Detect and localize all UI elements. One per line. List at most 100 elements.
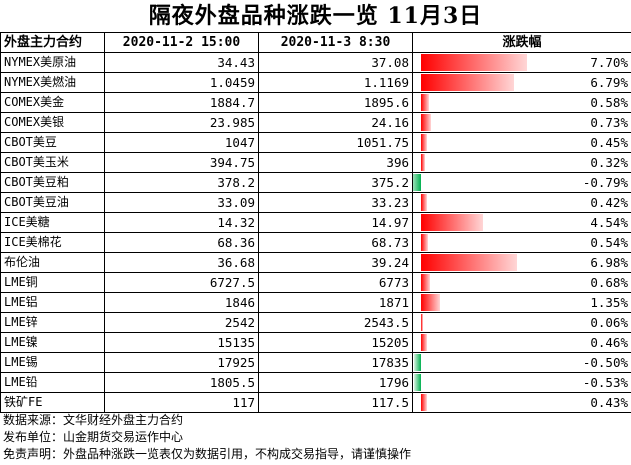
- change-cell: 7.70%: [412, 52, 631, 73]
- price-prev: 1047: [104, 132, 259, 153]
- note-disclaimer: 免责声明：外盘品种涨跌一览表仅为数据引用，不构成交易指导，请谨慎操作: [3, 447, 412, 461]
- change-bar-positive: [421, 274, 430, 291]
- price-curr: 1051.75: [258, 132, 413, 153]
- change-value: -0.50%: [582, 355, 628, 370]
- change-value: 6.79%: [590, 75, 628, 90]
- change-bar-positive: [421, 294, 440, 311]
- price-prev: 2542: [104, 312, 259, 333]
- contract-name: COMEX美银: [0, 112, 105, 133]
- price-prev: 36.68: [104, 252, 259, 273]
- change-bar-positive: [421, 314, 423, 331]
- change-bar-positive: [421, 334, 427, 351]
- change-value: 7.70%: [590, 55, 628, 70]
- price-curr: 1895.6: [258, 92, 413, 113]
- change-cell: 0.58%: [412, 92, 631, 113]
- change-value: 0.06%: [590, 315, 628, 330]
- change-value: 4.54%: [590, 215, 628, 230]
- change-bar-positive: [421, 394, 427, 411]
- change-value: 0.45%: [590, 135, 628, 150]
- price-curr: 24.16: [258, 112, 413, 133]
- contract-name: LME锌: [0, 312, 105, 333]
- price-prev: 23.985: [104, 112, 259, 133]
- change-bar-positive: [421, 134, 427, 151]
- contract-name: NYMEX美原油: [0, 52, 105, 73]
- price-prev: 394.75: [104, 152, 259, 173]
- price-prev: 1884.7: [104, 92, 259, 113]
- change-cell: 6.79%: [412, 72, 631, 93]
- price-curr: 2543.5: [258, 312, 413, 333]
- contract-name: LME铅: [0, 372, 105, 393]
- change-cell: 6.98%: [412, 252, 631, 273]
- price-curr: 17835: [258, 352, 413, 373]
- change-bar-positive: [421, 194, 427, 211]
- contract-name: 铁矿FE: [0, 392, 105, 413]
- change-cell: 0.54%: [412, 232, 631, 253]
- contract-name: CBOT美豆粕: [0, 172, 105, 193]
- note-source: 数据来源：文华财经外盘主力合约: [3, 413, 184, 427]
- table-row: CBOT美豆粕 378.2 375.2 -0.79%: [0, 172, 631, 193]
- table-row: LME镍 15135 15205 0.46%: [0, 332, 631, 353]
- col-header-change: 涨跌幅: [412, 32, 631, 53]
- change-bar-positive: [421, 54, 527, 71]
- contract-name: ICE美棉花: [0, 232, 105, 253]
- contract-name: CBOT美豆油: [0, 192, 105, 213]
- price-prev: 33.09: [104, 192, 259, 213]
- change-bar-positive: [421, 74, 514, 91]
- table-row: CBOT美豆油 33.09 33.23 0.42%: [0, 192, 631, 213]
- table-row: NYMEX美燃油 1.0459 1.1169 6.79%: [0, 72, 631, 93]
- price-curr: 39.24: [258, 252, 413, 273]
- header-row: 外盘主力合约 2020-11-2 15:00 2020-11-3 8:30 涨跌…: [0, 32, 631, 53]
- change-cell: -0.79%: [412, 172, 631, 193]
- table-row: LME锡 17925 17835 -0.50%: [0, 352, 631, 373]
- price-curr: 117.5: [258, 392, 413, 413]
- price-prev: 378.2: [104, 172, 259, 193]
- contract-name: NYMEX美燃油: [0, 72, 105, 93]
- footnotes: 数据来源：文华财经外盘主力合约 发布单位：山金期货交易运作中心 免责声明：外盘品…: [3, 412, 411, 463]
- change-value: -0.53%: [582, 375, 628, 390]
- col-header-contract: 外盘主力合约: [0, 32, 105, 53]
- price-prev: 14.32: [104, 212, 259, 233]
- col-header-prev: 2020-11-2 15:00: [104, 32, 259, 53]
- change-cell: 0.06%: [412, 312, 631, 333]
- change-value: 0.43%: [590, 395, 628, 410]
- price-table: 外盘主力合约 2020-11-2 15:00 2020-11-3 8:30 涨跌…: [0, 32, 631, 413]
- table-row: 铁矿FE 117 117.5 0.43%: [0, 392, 631, 413]
- change-bar-positive: [421, 254, 517, 271]
- contract-name: COMEX美金: [0, 92, 105, 113]
- change-cell: 4.54%: [412, 212, 631, 233]
- price-prev: 117: [104, 392, 259, 413]
- price-prev: 1805.5: [104, 372, 259, 393]
- change-value: 6.98%: [590, 255, 628, 270]
- contract-name: CBOT美豆: [0, 132, 105, 153]
- table-row: ICE美糖 14.32 14.97 4.54%: [0, 212, 631, 233]
- change-bar-positive: [421, 214, 483, 231]
- change-value: 1.35%: [590, 295, 628, 310]
- contract-name: LME镍: [0, 332, 105, 353]
- table-row: CBOT美玉米 394.75 396 0.32%: [0, 152, 631, 173]
- price-prev: 17925: [104, 352, 259, 373]
- change-cell: -0.50%: [412, 352, 631, 373]
- table-row: NYMEX美原油 34.43 37.08 7.70%: [0, 52, 631, 73]
- change-bar-negative: [413, 174, 421, 191]
- contract-name: LME铜: [0, 272, 105, 293]
- price-curr: 68.73: [258, 232, 413, 253]
- change-bar-negative: [414, 374, 421, 391]
- change-value: 0.54%: [590, 235, 628, 250]
- change-cell: 0.45%: [412, 132, 631, 153]
- contract-name: LME铝: [0, 292, 105, 313]
- change-bar-negative: [414, 354, 421, 371]
- change-cell: 0.32%: [412, 152, 631, 173]
- change-value: 0.73%: [590, 115, 628, 130]
- price-curr: 1.1169: [258, 72, 413, 93]
- change-value: -0.79%: [582, 175, 628, 190]
- contract-name: 布伦油: [0, 252, 105, 273]
- table-row: LME铝 1846 1871 1.35%: [0, 292, 631, 313]
- contract-name: CBOT美玉米: [0, 152, 105, 173]
- table-body: NYMEX美原油 34.43 37.08 7.70% NYMEX美燃油 1.0459 1.1…: [0, 52, 631, 413]
- contract-name: ICE美糖: [0, 212, 105, 233]
- change-cell: 0.42%: [412, 192, 631, 213]
- table-row: 布伦油 36.68 39.24 6.98%: [0, 252, 631, 273]
- price-curr: 37.08: [258, 52, 413, 73]
- change-value: 0.42%: [590, 195, 628, 210]
